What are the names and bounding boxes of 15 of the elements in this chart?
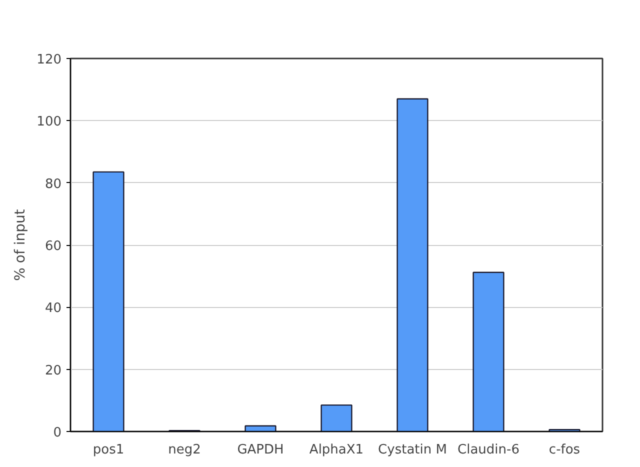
x-tick-label: Claudin-6 [458,442,520,458]
y-tick-label: 0 [53,426,62,440]
x-tick-label: pos1 [92,442,124,458]
x-tick-label: AlphaX1 [309,442,364,458]
y-tick-label: 80 [44,176,62,192]
y-tick-label: 100 [36,114,62,130]
x-tick-label: c-fos [548,442,580,458]
y-tick-label: 20 [44,363,62,378]
y-tick-label: 40 [44,301,62,316]
y-axis-title: % of input [12,208,29,281]
x-tick-label: GAPDH [237,442,284,458]
y-tick-label: 120 [36,52,62,68]
x-tick-label: Cystatin M [378,442,447,458]
y-tick-label: 60 [44,239,62,254]
x-tick-label: neg2 [168,442,201,458]
